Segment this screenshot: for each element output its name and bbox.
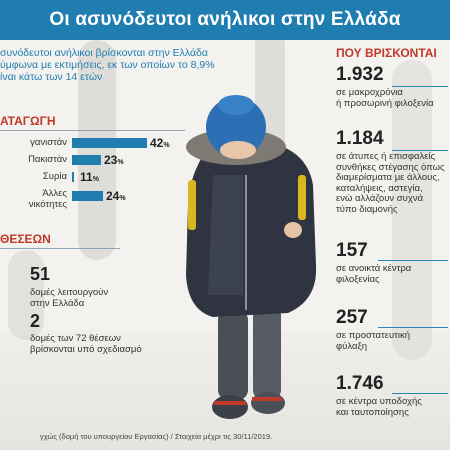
intro-line: ίναι κάτω των 14 ετών [0, 71, 103, 83]
bar [72, 191, 103, 201]
intro-line: συνόδευτοι ανήλικοι βρίσκονται στην Ελλά… [0, 47, 208, 59]
divider [0, 248, 120, 249]
where-text: σε ανοικτά κέντρα φιλοξενίας [336, 263, 412, 285]
where-count: 1.932 [336, 64, 384, 85]
where-text: σε μακροχρόνια ή προσωρινή φιλοξενία [336, 87, 434, 109]
bar-row: Συρία 11% [0, 170, 180, 184]
where-item: 1.746 σε κέντρα υποδοχής και ταυτοποίησης [336, 373, 448, 423]
places-text: δομές λειτουργούν στην Ελλάδα [30, 287, 109, 309]
face [220, 141, 256, 159]
hand [284, 222, 302, 238]
where-text: σε άτυπες ή επισφαλείς συνθήκες στέγασης … [336, 151, 445, 215]
where-text: σε κέντρα υποδοχής και ταυτοποίησης [336, 396, 422, 418]
places-count: 51 [30, 264, 51, 284]
intro-text: συνόδευτοι ανήλικοι βρίσκονται στην Ελλά… [0, 47, 255, 83]
divider [392, 86, 448, 87]
where-item: 1.932 σε μακροχρόνια ή προσωρινή φιλοξενί… [336, 64, 448, 124]
bar-label: Συρία [42, 171, 67, 182]
backpack-strap [298, 175, 306, 220]
left-leg [218, 310, 248, 400]
bar-label: Άλλες νικότητες [28, 188, 67, 210]
background-figure [392, 60, 432, 360]
where-item: 1.184 σε άτυπες ή επισφαλείς συνθήκες στέ… [336, 128, 448, 228]
divider [378, 260, 448, 261]
bar [72, 172, 74, 182]
where-count: 257 [336, 307, 368, 328]
blue-hat [206, 97, 266, 157]
where-item: 257 σε προστατευτική φύλαξη [336, 307, 448, 357]
where-count: 157 [336, 240, 368, 261]
hat-top [218, 95, 254, 115]
where-count: 1.746 [336, 373, 384, 394]
divider [392, 150, 448, 151]
origin-heading: ΑΤΑΓΩΓΗ [0, 114, 56, 128]
bar-value: 11% [80, 170, 99, 184]
title-bar: Οι ασυνόδευτοι ανήλικοι στην Ελλάδα [0, 0, 450, 40]
shoe-stripe [214, 401, 246, 405]
where-count: 1.184 [336, 128, 384, 149]
right-shoe [251, 392, 285, 414]
divider [378, 327, 448, 328]
bar [72, 155, 101, 165]
shoe-stripe [252, 397, 282, 401]
left-shoe [212, 395, 248, 419]
bar-label: Πακιστάν [28, 154, 67, 165]
bar-row: Άλλες νικότητες 24% [0, 188, 180, 212]
where-item: 157 σε ανοικτά κέντρα φιλοξενίας [336, 240, 448, 290]
page-title: Οι ασυνόδευτοι ανήλικοι στην Ελλάδα [49, 9, 401, 30]
divider [0, 130, 185, 131]
bar-label: γανιστάν [30, 137, 67, 148]
background-figure [8, 250, 44, 340]
where-heading: ΠΟΥ ΒΡΙΣΚΟΝΤΑΙ [336, 46, 437, 60]
jacket-panel [208, 175, 243, 295]
bar [72, 138, 147, 148]
child-illustration [186, 95, 317, 419]
bar-row: γανιστάν 42% [0, 136, 180, 150]
places-heading: ΘΕΣΕΩΝ [0, 232, 51, 246]
bar-row: Πακιστάν 23% [0, 153, 180, 167]
bar-value: 24% [106, 189, 126, 203]
backpack-strap [188, 180, 196, 230]
bar-value: 23% [104, 153, 124, 167]
source-footnote: γχώς (δομή του υπουργείου Εργασίας) / Στ… [40, 432, 273, 441]
where-text: σε προστατευτική φύλαξη [336, 330, 411, 352]
intro-line: ύμφωνα με εκτιμήσεις, εκ των οποίων το 8… [0, 59, 215, 71]
background-figure [78, 40, 116, 260]
planned-text: δομές των 72 θέσεων βρίσκονται υπό σχεδια… [30, 333, 142, 355]
divider [392, 393, 448, 394]
planned-count: 2 [30, 311, 41, 331]
bar-value: 42% [150, 136, 170, 150]
right-leg [253, 305, 281, 400]
